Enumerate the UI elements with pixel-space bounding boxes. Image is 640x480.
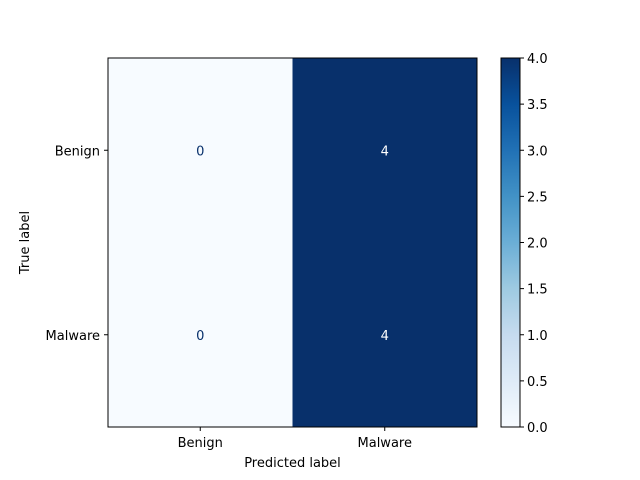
colorbar: 0.0 0.5 1.0 1.5 2.0 2.5 3.0 3.5 4.0: [500, 52, 548, 436]
plot-frame: [107, 57, 478, 428]
colorbar-tick-label: 1.0: [527, 329, 548, 344]
y-axis-ticks: Benign Malware: [46, 144, 108, 344]
cell-value-label: 0: [196, 144, 204, 159]
matrix-cell: [108, 58, 293, 243]
colorbar-ticks: 0.0 0.5 1.0 1.5 2.0 2.5 3.0 3.5 4.0: [520, 52, 548, 436]
matrix-cell: [108, 242, 293, 427]
cell-value-label: 4: [381, 144, 389, 159]
colorbar-tick-label: 2.0: [527, 237, 548, 252]
colorbar-tick-label: 2.5: [527, 190, 548, 205]
y-axis-label: True label: [18, 211, 33, 275]
matrix-cell: [292, 58, 477, 243]
cell-value-label: 0: [196, 329, 204, 344]
colorbar-tick-label: 3.5: [527, 98, 548, 113]
colorbar-tick-label: 1.5: [527, 283, 548, 298]
colorbar-tick-label: 0.5: [527, 375, 548, 390]
x-tick-label: Malware: [358, 436, 412, 451]
colorbar-tick-label: 4.0: [527, 52, 548, 67]
colorbar-tick-label: 0.0: [527, 421, 548, 436]
matrix-cells: 0 4 0 4: [108, 58, 477, 427]
x-tick-label: Benign: [178, 436, 223, 451]
matrix-cell: [292, 242, 477, 427]
x-axis-label: Predicted label: [244, 456, 341, 471]
y-tick-label: Malware: [46, 329, 100, 344]
colorbar-tick-label: 3.0: [527, 144, 548, 159]
y-tick-label: Benign: [55, 144, 100, 159]
x-axis-ticks: Benign Malware: [178, 427, 412, 451]
cell-value-label: 4: [381, 329, 389, 344]
colorbar-gradient: [500, 57, 521, 428]
